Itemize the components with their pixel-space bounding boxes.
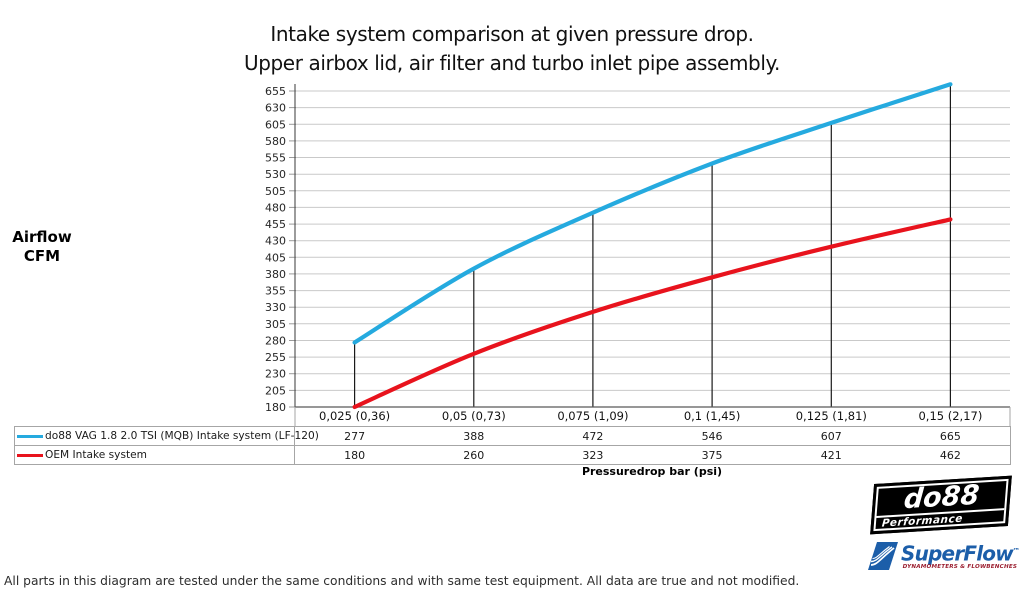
trademark-symbol: ™ — [1012, 547, 1020, 555]
superflow-logo: SuperFlow™ DYNAMOMETERS & FLOWBENCHES — [868, 541, 1020, 575]
y-tick-label: 480 — [265, 201, 286, 214]
table-value-cell: 388 — [414, 427, 534, 446]
y-tick-label: 580 — [265, 135, 286, 148]
table-value-cell: 260 — [463, 448, 485, 462]
y-tick-label: 380 — [265, 268, 286, 281]
table-value-cell: 375 — [701, 448, 723, 462]
table-value-cell: 323 — [582, 448, 604, 462]
table-value-cell: 546 — [652, 427, 772, 446]
table-value-cell: 665 — [890, 427, 1010, 446]
series-name: do88 VAG 1.8 2.0 TSI (MQB) Intake system… — [45, 430, 319, 442]
x-tick-label: 0,025 (0,36) — [319, 409, 390, 423]
y-tick-label: 530 — [265, 168, 286, 181]
y-axis-title-line2: CFM — [23, 247, 61, 265]
legend-cell: do88 VAG 1.8 2.0 TSI (MQB) Intake system… — [15, 427, 319, 446]
series-color-swatch — [17, 434, 43, 438]
table-value-cell: 472 — [533, 427, 653, 446]
y-tick-label: 255 — [265, 351, 286, 364]
chart-title-line1: Intake system comparison at given pressu… — [270, 22, 754, 46]
legend-cell: OEM Intake system — [15, 446, 295, 464]
table-value-cell: 462 — [939, 448, 961, 462]
series-line-oem — [352, 217, 953, 410]
y-tick-label: 655 — [265, 85, 286, 98]
superflow-waves-icon — [868, 542, 898, 570]
chart-title-line2: Upper airbox lid, air filter and turbo i… — [243, 51, 781, 75]
y-tick-label: 330 — [265, 301, 286, 314]
do88-logo-inner: do88 Performance — [873, 478, 1009, 532]
superflow-tagline: DYNAMOMETERS & FLOWBENCHES — [902, 563, 1018, 570]
y-axis-title: Airflow CFM — [4, 228, 80, 266]
y-tick-label: 630 — [265, 102, 286, 115]
y-tick-label: 180 — [265, 401, 286, 414]
y-tick-label: 455 — [265, 218, 286, 231]
disclaimer-text: All parts in this diagram are tested und… — [4, 574, 800, 588]
y-tick-label: 280 — [265, 335, 286, 348]
series-line-do88 — [352, 82, 953, 345]
superflow-wordmark: SuperFlow™ — [901, 541, 1020, 566]
table-value-cell: 421 — [820, 448, 842, 462]
y-tick-label: 305 — [265, 318, 286, 331]
table-value-cell: 607 — [771, 427, 891, 446]
y-tick-label: 505 — [265, 185, 286, 198]
x-tick-label: 0,15 (2,17) — [918, 409, 982, 423]
x-tick-label: 0,1 (1,45) — [684, 409, 741, 423]
x-tick-label: 0,125 (1,81) — [796, 409, 867, 423]
table-value-cell: 180 — [344, 448, 366, 462]
y-axis-title-line1: Airflow — [12, 228, 72, 246]
y-tick-label: 405 — [265, 251, 286, 264]
x-tick-label: 0,075 (1,09) — [557, 409, 628, 423]
superflow-text-column: SuperFlow™ DYNAMOMETERS & FLOWBENCHES — [901, 541, 1020, 571]
y-tick-label: 355 — [265, 285, 286, 298]
y-tick-label: 230 — [265, 368, 286, 381]
y-tick-label: 205 — [265, 384, 286, 397]
table-value-cell: 277 — [295, 427, 415, 446]
y-tick-label: 605 — [265, 118, 286, 131]
series-color-swatch — [17, 453, 43, 457]
x-axis-title: Pressuredrop bar (psi) — [581, 465, 723, 478]
do88-logo-box: do88 Performance — [870, 475, 1012, 535]
data-table: do88 VAG 1.8 2.0 TSI (MQB) Intake system… — [14, 426, 1011, 465]
y-tick-label: 555 — [265, 152, 286, 165]
y-tick-label: 430 — [265, 235, 286, 248]
do88-logo: do88 Performance — [870, 475, 1012, 535]
series-name: OEM Intake system — [45, 449, 147, 461]
x-tick-label: 0,05 (0,73) — [442, 409, 506, 423]
chart-title: Intake system comparison at given pressu… — [0, 20, 1024, 78]
